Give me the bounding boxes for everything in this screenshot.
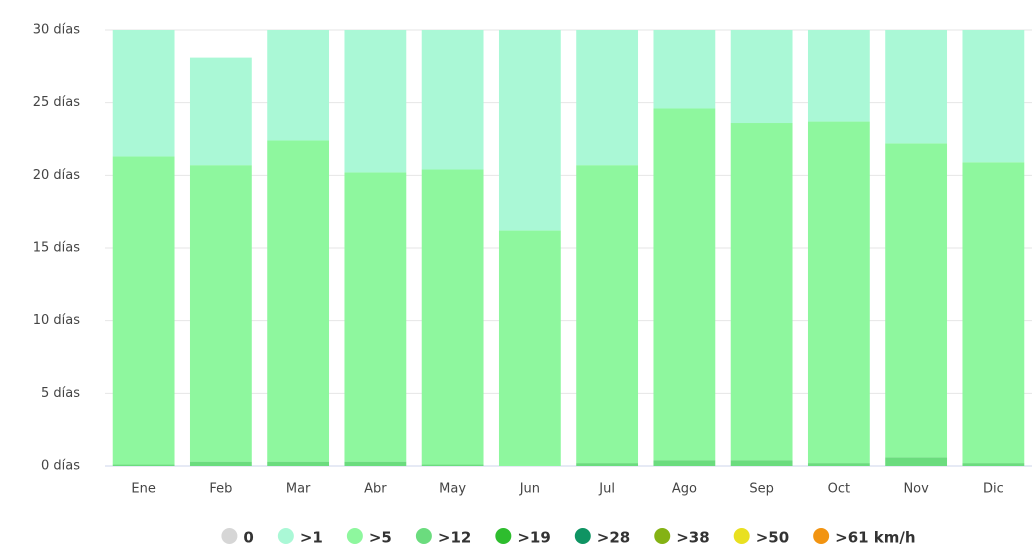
bar-segment <box>730 123 793 461</box>
bar-segment <box>807 463 870 466</box>
legend-marker <box>733 528 750 544</box>
bar-segment <box>653 108 716 461</box>
x-tick-label: Feb <box>209 482 232 497</box>
bar-segment <box>112 30 175 157</box>
legend-label: >28 <box>597 529 630 544</box>
y-tick-label: 25 días <box>33 95 81 110</box>
bar-segment <box>498 30 561 231</box>
bar-segment <box>421 169 484 465</box>
y-tick-label: 5 días <box>41 386 80 401</box>
legend-marker <box>415 528 432 544</box>
bar-segment <box>344 30 407 173</box>
x-tick-label: Dic <box>983 482 1004 497</box>
y-tick-label: 20 días <box>33 168 81 183</box>
bar-segment <box>885 30 948 144</box>
bar-segment <box>807 121 870 464</box>
bar-segment <box>344 172 407 462</box>
legend-label: >61 km/h <box>835 529 915 544</box>
bar-segment <box>576 165 639 464</box>
bar-segment <box>344 461 407 466</box>
x-tick-label: Nov <box>903 482 929 497</box>
legend-label: >5 <box>369 529 392 544</box>
bar-segment <box>498 230 561 466</box>
bar-segment <box>653 460 716 466</box>
bar-segment <box>112 464 175 466</box>
x-tick-label: May <box>439 482 466 497</box>
legend-marker <box>495 528 512 544</box>
bar-segment <box>267 140 330 462</box>
bar-segment <box>807 30 870 122</box>
x-tick-label: Mar <box>286 482 311 497</box>
legend-label: >50 <box>756 529 789 544</box>
bar-segment <box>730 30 793 124</box>
legend-label: >12 <box>438 529 471 544</box>
bar-segment <box>576 463 639 466</box>
bar-segment <box>112 156 175 465</box>
bar-segment <box>653 30 716 109</box>
x-tick-label: Ene <box>131 482 155 497</box>
bar-segment <box>962 463 1025 466</box>
x-tick-label: Sep <box>749 482 774 497</box>
legend-marker <box>346 528 363 544</box>
bar-segment <box>730 460 793 466</box>
bar-segment <box>962 30 1025 163</box>
x-tick-label: Abr <box>364 482 387 497</box>
y-tick-label: 30 días <box>33 23 81 38</box>
bar-segment <box>421 464 484 466</box>
bar-segment <box>189 57 252 166</box>
y-tick-label: 10 días <box>33 313 81 328</box>
legend-label: 0 <box>243 529 253 544</box>
y-tick-label: 0 días <box>41 459 80 474</box>
y-tick-label: 15 días <box>33 241 81 256</box>
bar-segment <box>421 30 484 170</box>
legend-label: >38 <box>676 529 709 544</box>
legend-marker <box>277 528 294 544</box>
x-tick-label: Jun <box>519 482 540 497</box>
bar-segment <box>189 165 252 462</box>
bar-segment <box>962 162 1025 464</box>
legend-label: >19 <box>517 529 550 544</box>
legend-marker <box>221 528 238 544</box>
bar-segment <box>576 30 639 166</box>
bar-segment <box>267 30 330 141</box>
legend-marker <box>574 528 591 544</box>
x-tick-label: Ago <box>672 482 697 497</box>
legend-marker <box>813 528 830 544</box>
bar-segment <box>885 457 948 466</box>
legend-label: >1 <box>300 529 323 544</box>
bar-segment <box>189 461 252 466</box>
legend-marker <box>654 528 671 544</box>
x-tick-label: Jul <box>598 482 615 497</box>
bar-segment <box>885 143 948 458</box>
x-tick-label: Oct <box>828 482 850 497</box>
bar-segment <box>267 461 330 466</box>
